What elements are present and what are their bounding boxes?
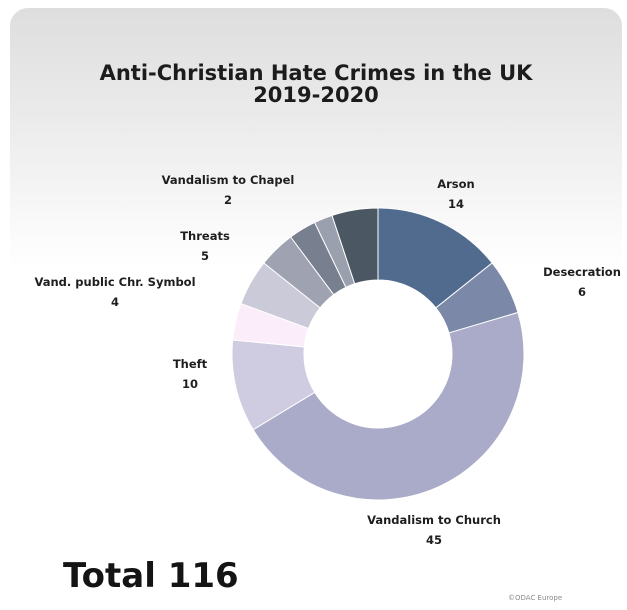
slice-label-threats: Threats [180, 229, 230, 243]
total-label: Total 116 [63, 556, 239, 596]
slice-value-vand-public-chr-symbol: 4 [111, 295, 119, 309]
slice-label-arson: Arson [437, 177, 475, 191]
slice-value-desecration: 6 [578, 285, 586, 299]
slice-vandalism-to-church [252, 311, 525, 501]
slice-value-threats: 5 [201, 249, 209, 263]
chart-title-line-1: Anti-Christian Hate Crimes in the UK [99, 61, 533, 85]
credit-text: ©ODAC Europe [508, 594, 563, 602]
slice-label-theft: Theft [173, 357, 208, 371]
chart-title: Anti-Christian Hate Crimes in the UK 201… [10, 62, 622, 106]
chart-title-line-2: 2019-2020 [253, 83, 379, 107]
slice-label-vandalism-to-chapel: Vandalism to Chapel [162, 173, 295, 187]
slice-label-vandalism-to-church: Vandalism to Church [367, 513, 501, 527]
slice-unlabeled-9 [331, 207, 379, 285]
slice-value-vandalism-to-church: 45 [426, 533, 442, 547]
slice-label-desecration: Desecration [543, 265, 621, 279]
slice-value-arson: 14 [448, 197, 464, 211]
slice-label-vand-public-chr-symbol: Vand. public Chr. Symbol [34, 275, 195, 289]
slice-value-vandalism-to-chapel: 2 [224, 193, 232, 207]
slice-value-theft: 10 [182, 377, 198, 391]
